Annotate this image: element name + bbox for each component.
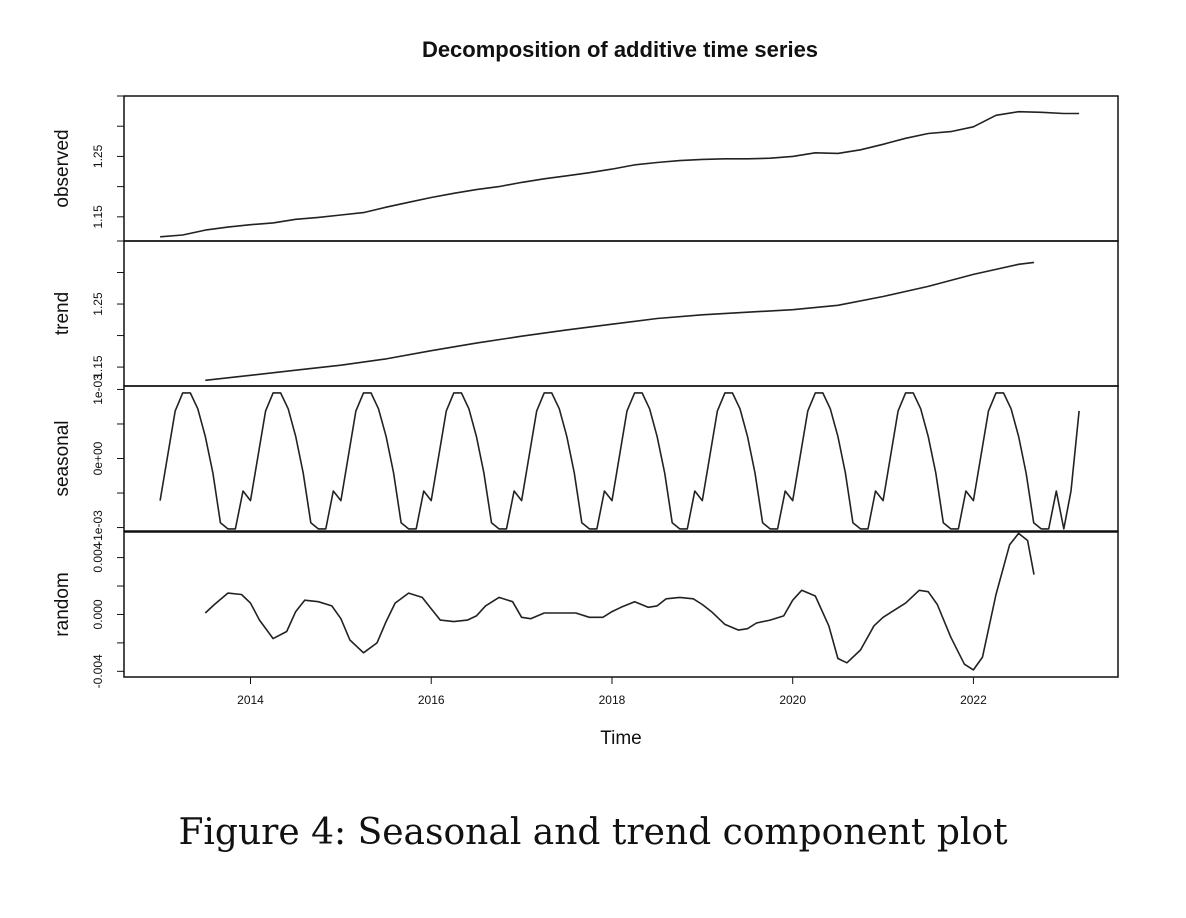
- y-tick-label-trend: 1.25: [91, 292, 105, 316]
- y-axis-label-trend: trend: [52, 292, 73, 335]
- series-line-observed: [160, 110, 1080, 238]
- series-line-random: [204, 532, 1035, 671]
- y-tick-label-observed: 1.15: [91, 205, 105, 229]
- chart-title: Decomposition of additive time series: [422, 37, 818, 62]
- y-tick-label-seasonal: -1e-03: [91, 510, 105, 545]
- panel-frame-observed: [123, 95, 1119, 242]
- y-tick-label-observed: 1.25: [91, 144, 105, 168]
- panel-observed: observed 1.15 1.25: [52, 95, 1119, 242]
- panel-frame-random: [123, 531, 1119, 678]
- figure-caption: Figure 4: Seasonal and trend component p…: [178, 812, 1008, 853]
- y-tick-label-random: 0.000: [91, 599, 105, 629]
- y-tick-label-trend: 1.15: [91, 355, 105, 379]
- y-tick-label-seasonal: 1e-03: [91, 374, 105, 405]
- x-tick-label: 2016: [418, 693, 445, 707]
- x-axis: 2014 2016 2018 2020 2022: [237, 677, 987, 707]
- x-tick-label: 2022: [960, 693, 987, 707]
- panel-frame-trend: [123, 240, 1119, 387]
- y-tick-label-random: 0.004: [91, 542, 105, 572]
- panels-group: observed 1.15 1.25 trend 1.15 1.25 seasonal -1e…: [52, 95, 1119, 688]
- panel-seasonal: seasonal -1e-03 0e+00 1e-03: [52, 374, 1119, 545]
- panel-frame-seasonal: [123, 385, 1119, 532]
- y-axis-label-random: random: [52, 572, 73, 636]
- decomposition-figure: Decomposition of additive time series ob…: [52, 37, 1119, 749]
- y-tick-label-random: -0.004: [91, 654, 105, 688]
- y-axis-label-observed: observed: [52, 129, 73, 207]
- y-axis-label-seasonal: seasonal: [52, 420, 73, 496]
- x-tick-label: 2020: [779, 693, 806, 707]
- y-tick-label-seasonal: 0e+00: [91, 441, 105, 475]
- x-axis-label: Time: [600, 728, 642, 749]
- series-line-trend: [205, 261, 1035, 382]
- panel-trend: trend 1.15 1.25: [52, 240, 1119, 387]
- series-line-seasonal: [159, 392, 1080, 530]
- panel-random: random -0.004 0.000 0.004: [52, 531, 1119, 688]
- x-tick-label: 2014: [237, 693, 264, 707]
- x-tick-label: 2018: [599, 693, 626, 707]
